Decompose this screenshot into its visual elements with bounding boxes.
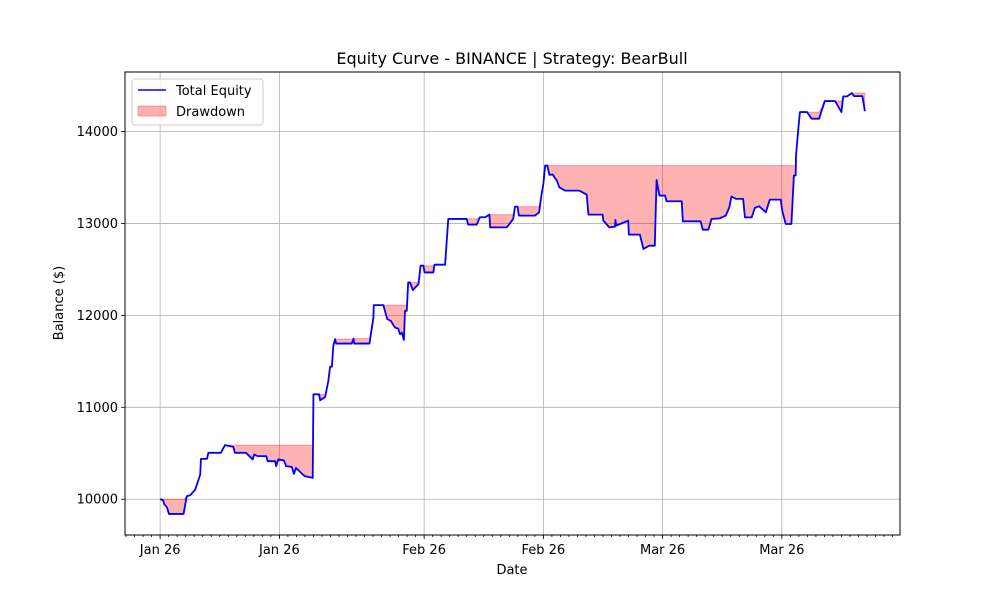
chart-title: Equity Curve - BINANCE | Strategy: BearB… — [336, 49, 687, 68]
grid — [125, 72, 900, 535]
legend-label-equity: Total Equity — [175, 84, 252, 99]
y-axis-label: Balance ($) — [52, 266, 67, 340]
x-axis-label: Date — [496, 563, 527, 578]
x-tick-label: Feb 26 — [402, 543, 446, 558]
x-axis: Jan 26 Jan 26 Feb 26 Feb 26 Mar 26 Mar 26 — [125, 535, 893, 558]
x-tick-label: Feb 26 — [522, 543, 566, 558]
legend-label-drawdown: Drawdown — [176, 105, 245, 120]
x-tick-label: Jan 26 — [139, 543, 181, 558]
equity-series-line — [159, 92, 866, 515]
y-axis: 10000 11000 12000 13000 14000 — [77, 125, 125, 508]
y-tick-label: 12000 — [77, 309, 118, 324]
x-tick-label: Mar 26 — [759, 543, 804, 558]
plot-frame — [124, 71, 901, 536]
x-tick-label: Mar 26 — [640, 543, 685, 558]
legend: Total Equity Drawdown — [131, 78, 264, 126]
y-tick-label: 14000 — [77, 125, 118, 140]
y-tick-label: 10000 — [77, 493, 118, 508]
y-tick-label: 11000 — [77, 401, 118, 416]
equity-line — [159, 92, 866, 515]
x-tick-label: Jan 26 — [258, 543, 300, 558]
legend-patch-swatch — [137, 105, 167, 117]
y-tick-label: 13000 — [77, 217, 118, 232]
